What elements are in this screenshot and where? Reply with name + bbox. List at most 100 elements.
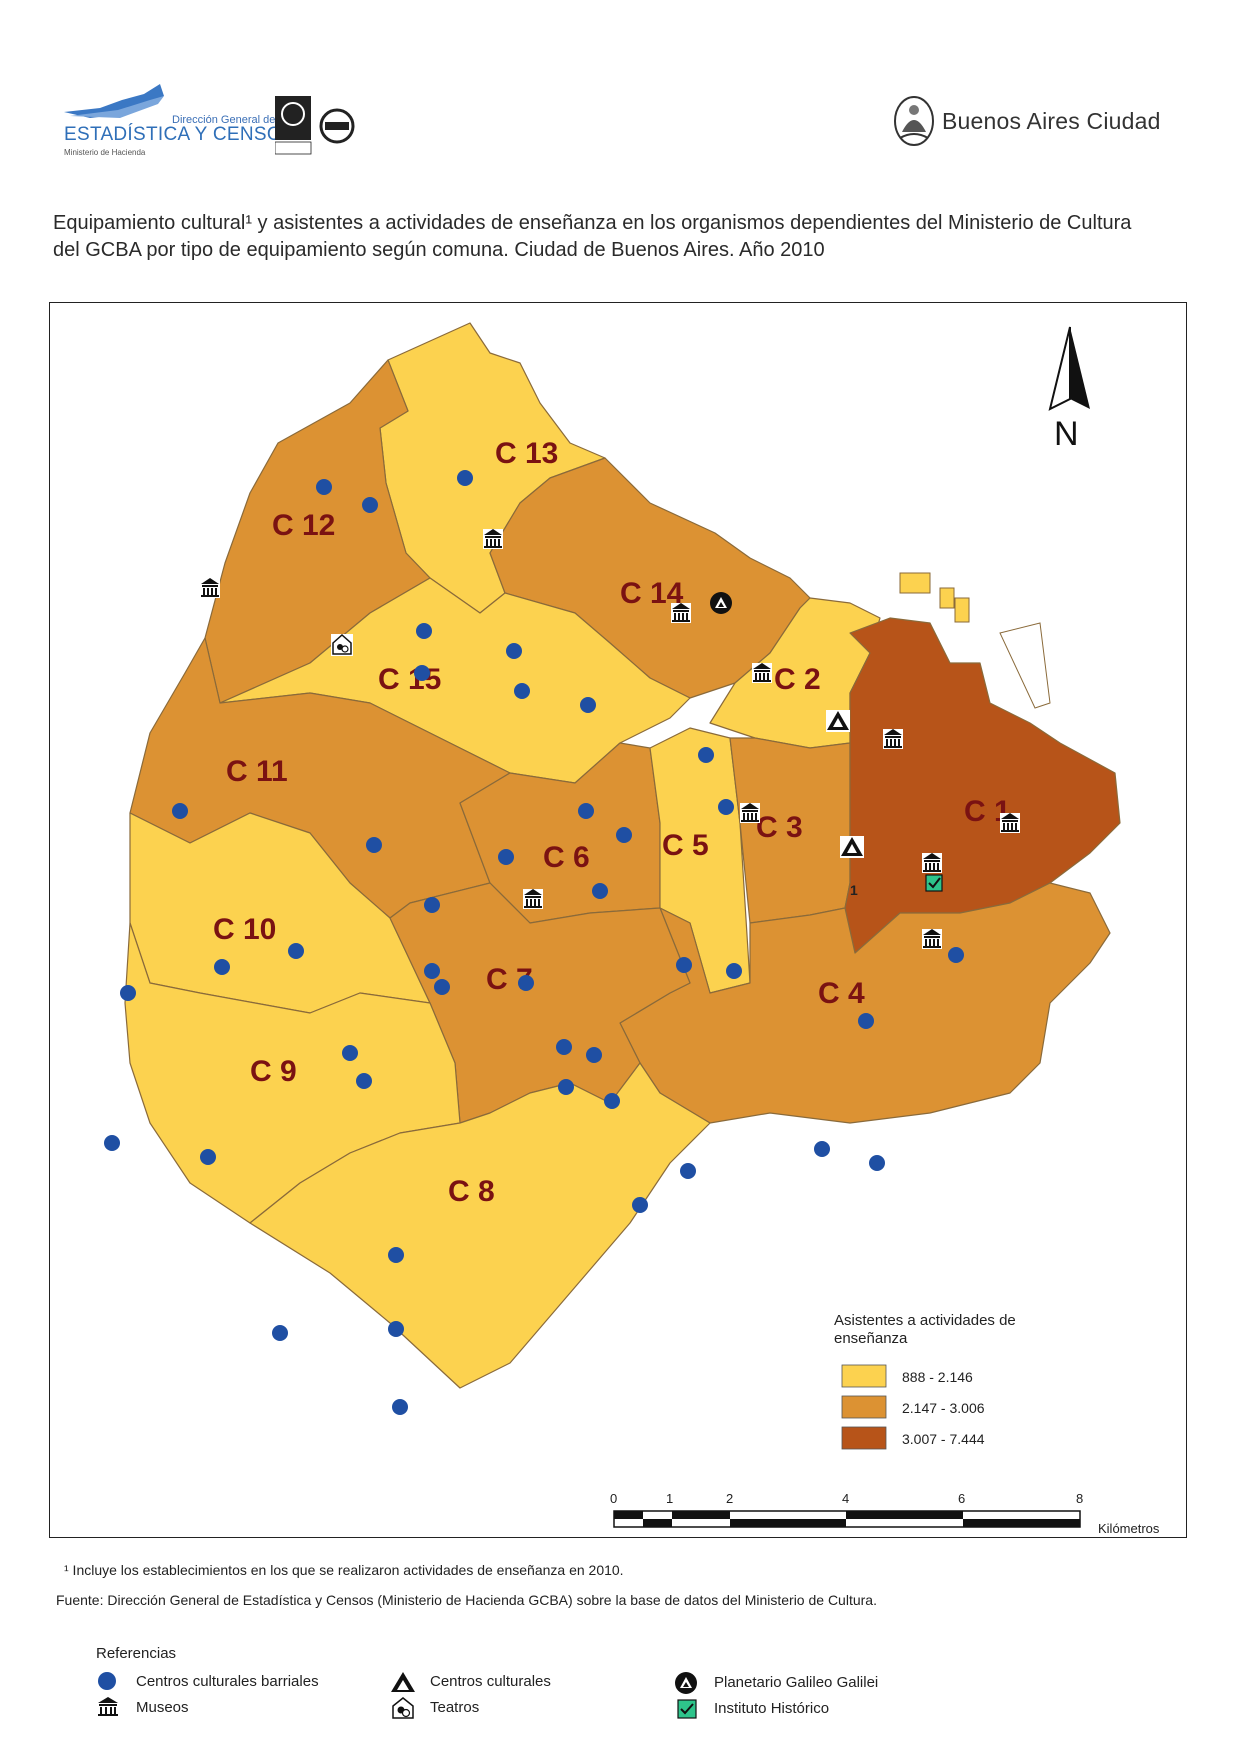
blue-dot-icon (98, 1672, 116, 1690)
org-name-line2: ESTADÍSTICA Y CENSOS (64, 124, 295, 145)
museum-icon (200, 578, 220, 598)
blue-dot-icon (592, 883, 608, 899)
scale-bar: 0 1 2 4 6 8 Kilómetros (610, 1491, 1160, 1536)
centros-barriales-layer (104, 470, 964, 1415)
north-label: N (1054, 415, 1079, 453)
ref-label-centros-culturales: Centros culturales (430, 1673, 551, 1690)
blue-dot-icon (457, 470, 473, 486)
ref-label-teatros: Teatros (430, 1699, 480, 1716)
annotation-1: 1 (850, 882, 858, 898)
blue-dot-icon (214, 959, 230, 975)
blue-dot-icon (172, 803, 188, 819)
blue-dot-icon (680, 1163, 696, 1179)
north-arrow: N (1048, 326, 1090, 453)
comuna-labels: C 13 C 12 C 14 C 2 C 15 C 11 C 1 C 3 C 5… (213, 437, 1011, 1208)
blue-dot-icon (506, 643, 522, 659)
blue-dot-icon (434, 979, 450, 995)
source-label: Fuente: (56, 1592, 104, 1608)
scale-tick-0: 0 (610, 1491, 617, 1506)
blue-dot-icon (814, 1141, 830, 1157)
blue-dot-icon (498, 849, 514, 865)
city-name: Buenos Aires Ciudad (942, 108, 1161, 134)
map-canvas: C 13 C 12 C 14 C 2 C 15 C 11 C 1 C 3 C 5… (104, 322, 1160, 1536)
source-text: Dirección General de Estadística y Censo… (103, 1592, 877, 1608)
blue-dot-icon (342, 1045, 358, 1061)
header-logos: Dirección General de ESTADÍSTICA Y CENSO… (60, 80, 1200, 160)
org-name-line1: Dirección General de (172, 114, 276, 126)
comuna-c1 (844, 617, 1121, 954)
label-c5: C 5 (662, 829, 709, 862)
scale-tick-4: 4 (842, 1491, 849, 1506)
blue-dot-icon (858, 1013, 874, 1029)
ref-label-centros-barriales: Centros culturales barriales (136, 1673, 319, 1690)
blue-dot-icon (288, 943, 304, 959)
blue-dot-icon (200, 1149, 216, 1165)
museum-icon (671, 603, 691, 623)
scale-tick-8: 8 (1076, 1491, 1083, 1506)
city-seal-icon (894, 96, 934, 146)
comuna-c8 (249, 1062, 711, 1389)
scale-tick-2: 2 (726, 1491, 733, 1506)
triangle-icon (840, 836, 864, 858)
blue-dot-icon (104, 1135, 120, 1151)
blue-dot-icon (356, 1073, 372, 1089)
label-c10: C 10 (213, 913, 276, 946)
planetarium-icon (675, 1672, 697, 1694)
blue-dot-icon (424, 897, 440, 913)
label-c11: C 11 (226, 755, 288, 788)
blue-dot-icon (392, 1399, 408, 1415)
comunas-layer (124, 322, 1121, 1389)
museum-icon (883, 729, 903, 749)
legend: Asistentes a actividades de enseñanza 88… (834, 1312, 1016, 1450)
other-equipment-layer: 1 (330, 592, 943, 898)
legend-title-line2: enseñanza (834, 1330, 908, 1347)
blue-dot-icon (676, 957, 692, 973)
triangle-icon (391, 1672, 415, 1692)
ref-label-museos: Museos (136, 1699, 189, 1716)
label-c12: C 12 (272, 509, 335, 542)
ref-label-instituto-historico: Instituto Histórico (714, 1700, 830, 1717)
scale-tick-6: 6 (958, 1491, 965, 1506)
label-c6: C 6 (543, 841, 590, 874)
blue-dot-icon (580, 697, 596, 713)
triangle-icon (826, 710, 850, 732)
museum-icon (922, 853, 942, 873)
museum-icon (483, 529, 503, 549)
blue-dot-icon (698, 747, 714, 763)
blue-dot-icon (869, 1155, 885, 1171)
footnote: ¹ Incluye los establecimientos en los qu… (64, 1562, 624, 1578)
legend-swatch-3 (841, 1426, 887, 1450)
org-name-line3: Ministerio de Hacienda (64, 148, 146, 157)
label-c15: C 15 (378, 663, 441, 696)
blue-dot-icon (362, 497, 378, 513)
blue-dot-icon (604, 1093, 620, 1109)
theater-icon (392, 1697, 414, 1719)
map-title: Equipamiento cultural¹ y asistentes a ac… (53, 212, 1132, 261)
legend-label-1: 888 - 2.146 (902, 1369, 973, 1385)
scale-unit: Kilómetros (1098, 1521, 1160, 1536)
label-c8: C 8 (448, 1175, 495, 1208)
ref-label-planetario: Planetario Galileo Galilei (714, 1674, 879, 1691)
certification-seals-icon (275, 96, 355, 155)
legend-label-2: 2.147 - 3.006 (902, 1400, 985, 1416)
legend-label-3: 3.007 - 7.444 (902, 1431, 985, 1447)
blue-dot-icon (578, 803, 594, 819)
planetarium-icon (710, 592, 732, 614)
label-c4: C 4 (818, 977, 865, 1010)
label-c2: C 2 (774, 663, 821, 696)
blue-dot-icon (726, 963, 742, 979)
blue-dot-icon (586, 1047, 602, 1063)
blue-dot-icon (416, 623, 432, 639)
map-frame: C 13 C 12 C 14 C 2 C 15 C 11 C 1 C 3 C 5… (49, 302, 1187, 1538)
museum-icon (740, 803, 760, 823)
blue-dot-icon (518, 975, 534, 991)
museum-icon (752, 663, 772, 683)
museum-icon (523, 889, 543, 909)
museum-icon (1000, 813, 1020, 833)
blue-dot-icon (414, 665, 430, 681)
source-note: Fuente: Dirección General de Estadística… (56, 1592, 877, 1608)
blue-dot-icon (424, 963, 440, 979)
references-title: Referencias (96, 1645, 177, 1662)
blue-dot-icon (316, 479, 332, 495)
blue-dot-icon (718, 799, 734, 815)
